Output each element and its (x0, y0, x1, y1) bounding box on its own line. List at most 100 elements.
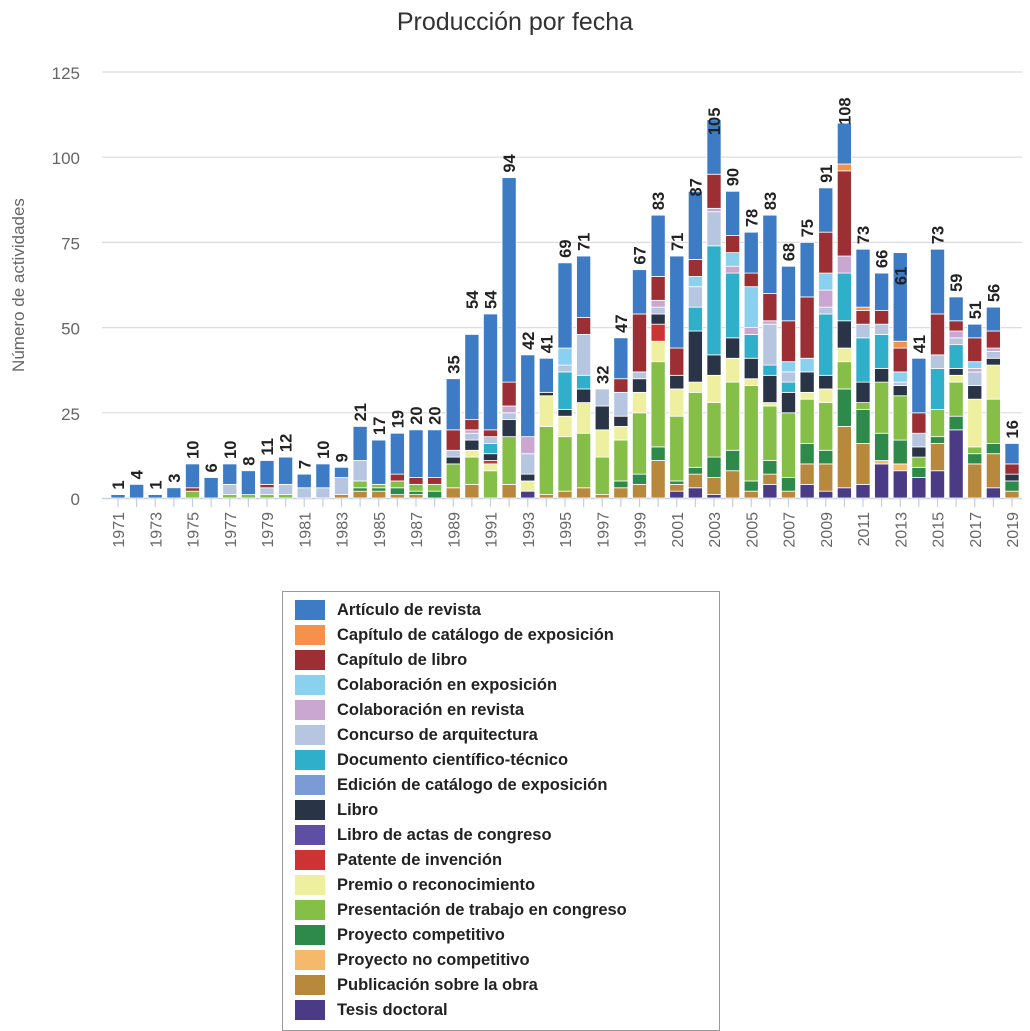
bar-segment (725, 265, 741, 274)
bar-segment (501, 177, 517, 383)
bar-segment (185, 490, 200, 499)
data-label: 1 (147, 480, 165, 489)
data-label: 87 (687, 178, 705, 196)
data-label: 12 (278, 434, 296, 452)
data-label: 16 (1004, 420, 1022, 438)
bar-segment (259, 460, 275, 485)
y-tick-label: 100 (52, 149, 80, 168)
bar-segment (669, 374, 685, 390)
bar-segment (669, 388, 685, 417)
bar-segment (911, 432, 927, 448)
bar-segment (483, 460, 498, 465)
bar-segment (725, 252, 741, 267)
bar-segment (687, 190, 703, 260)
bar-segment (557, 364, 573, 373)
bar-segment (278, 456, 294, 485)
bar-segment (930, 368, 945, 410)
bar-segment (445, 429, 461, 451)
bar-segment (259, 483, 275, 489)
legend-swatch (295, 600, 325, 620)
bar-segment (818, 272, 834, 291)
bar-segment (669, 483, 685, 492)
bar-segment (911, 466, 927, 478)
bar-segment (985, 443, 1001, 455)
bar-segment (874, 368, 890, 383)
bar-segment (930, 443, 945, 472)
bar-segment (650, 460, 666, 499)
bar-segment (781, 477, 796, 492)
bar-segment (538, 357, 554, 393)
bar-segment (650, 340, 666, 363)
legend-item: Edición de catálogo de exposición (295, 774, 607, 796)
x-tick-label: 1979 (260, 512, 277, 548)
bar-segment (650, 299, 666, 308)
bar-segment (836, 255, 852, 274)
bar-segment (613, 487, 629, 499)
bar-segment (315, 487, 331, 499)
bar-segment (296, 473, 312, 489)
chart-legend: Artículo de revista Capítulo de catálogo … (282, 591, 720, 1031)
bar-segment (520, 453, 536, 475)
data-label: 66 (874, 250, 892, 268)
bar-segment (352, 426, 368, 461)
bar-segment (781, 371, 796, 383)
bar-segment (408, 494, 424, 499)
legend-item: Presentación de trabajo en congreso (295, 899, 627, 921)
data-label: 11 (259, 438, 277, 455)
data-label: 69 (557, 239, 575, 257)
bar-segment (687, 259, 703, 277)
bar-segment (110, 494, 126, 499)
bar-segment (874, 334, 890, 369)
bar-segment (799, 371, 815, 393)
bar-segment (930, 470, 945, 499)
bar-segment (650, 361, 666, 448)
data-label: 90 (725, 168, 743, 186)
bar-segment (967, 368, 983, 373)
x-tick-label: 2017 (968, 512, 985, 548)
bar-segment (389, 480, 405, 489)
bar-segment (594, 494, 610, 499)
bar-segment (501, 436, 517, 485)
legend-swatch (295, 650, 325, 670)
bar-segment (557, 371, 573, 410)
bar-segment (930, 313, 945, 356)
bar-segment (799, 391, 815, 400)
bar-segment (836, 163, 852, 172)
bar-segment (650, 214, 666, 277)
x-tick-label: 1975 (186, 512, 203, 548)
data-label: 54 (464, 290, 482, 309)
bar-segment (352, 490, 368, 499)
data-label: 17 (371, 417, 389, 435)
bar-segment (389, 432, 405, 475)
legend-label: Colaboración en exposición (337, 675, 558, 694)
bar-segment (240, 494, 256, 499)
bar-segment (632, 473, 647, 485)
bar-segment (706, 402, 722, 458)
bar-segment (855, 323, 871, 339)
data-label: 73 (930, 226, 948, 244)
bar-segment (855, 483, 871, 499)
x-tick-label: 1973 (148, 512, 165, 548)
x-tick-label: 2011 (856, 512, 873, 547)
bar-segment (836, 272, 852, 322)
bar-segment (706, 245, 722, 356)
bar-segment (892, 371, 908, 383)
x-tick-label: 1997 (595, 512, 612, 548)
bar-segment (203, 477, 219, 499)
bar-segment (706, 354, 722, 376)
bar-segment (967, 453, 983, 465)
x-tick-label: 1987 (409, 512, 426, 548)
bar-segment (483, 436, 498, 444)
data-label: 42 (520, 332, 538, 350)
bar-segment (855, 443, 871, 485)
bar-segment (836, 320, 852, 349)
legend-swatch (295, 950, 325, 970)
bar-segment (892, 439, 908, 465)
bar-segment (818, 231, 834, 274)
bar-segment (408, 483, 424, 492)
legend-swatch (295, 750, 325, 770)
legend-label: Presentación de trabajo en congreso (337, 900, 627, 919)
data-label: 20 (427, 406, 445, 424)
bar-segment (725, 235, 741, 254)
bar-segment (278, 483, 294, 495)
